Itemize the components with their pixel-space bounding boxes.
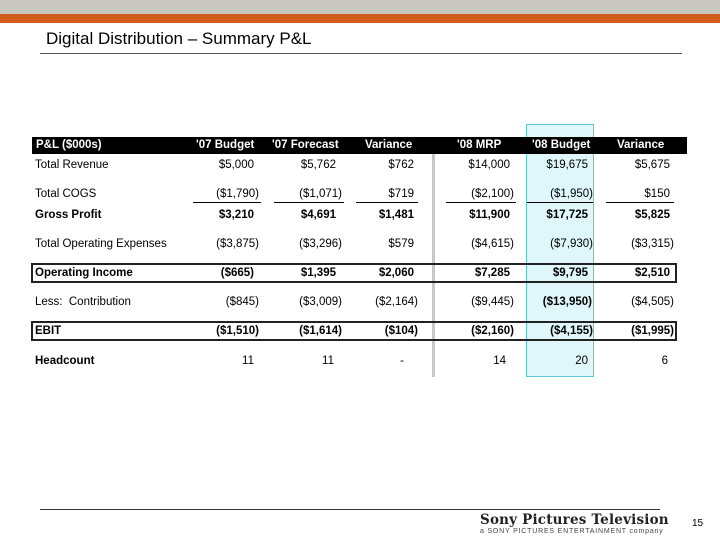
header-07-forecast: '07 Forecast	[272, 139, 339, 151]
table-cell: ($3,009)	[299, 296, 342, 308]
row-label-total-cogs: Total COGS	[35, 188, 97, 200]
subtotal-rule	[193, 202, 261, 203]
row-label-ebit: EBIT	[35, 325, 62, 337]
row-label-operating-income: Operating Income	[35, 267, 133, 279]
table-cell: $5,675	[634, 159, 670, 171]
header-pl: P&L ($000s)	[36, 139, 102, 151]
subtotal-rule	[274, 202, 344, 203]
table-cell: ($1,790)	[216, 188, 259, 200]
table-cell: ($7,930)	[550, 238, 593, 250]
table-cell: $3,210	[218, 209, 254, 221]
table-cell: ($4,615)	[471, 238, 514, 250]
table-cell: ($3,875)	[216, 238, 259, 250]
page-title: Digital Distribution – Summary P&L	[46, 29, 312, 48]
budget-08-highlight	[526, 124, 594, 377]
header-variance-07: Variance	[365, 139, 413, 151]
table-cell: 6	[661, 355, 668, 367]
table-cell: $2,060	[378, 267, 414, 279]
row-label-less-contribution: Less: Contribution	[35, 296, 131, 308]
subtotal-rule	[527, 202, 593, 203]
table-cell: ($1,950)	[550, 188, 593, 200]
table-cell: $2,510	[634, 267, 670, 279]
table-cell: ($665)	[220, 267, 254, 279]
table-cell: ($1,071)	[299, 188, 342, 200]
subtotal-rule	[606, 202, 674, 203]
top-gray-band	[0, 0, 720, 14]
row-label-total-revenue: Total Revenue	[35, 159, 109, 171]
header-07-budget: '07 Budget	[196, 139, 255, 151]
table-cell: $17,725	[546, 209, 588, 221]
brand-tagline: a SONY PICTURES ENTERTAINMENT company	[480, 528, 664, 535]
page-number: 15	[692, 518, 704, 529]
table-cell: ($104)	[384, 325, 418, 337]
table-cell: $5,762	[300, 159, 336, 171]
table-cell: $4,691	[300, 209, 336, 221]
table-cell: $579	[388, 238, 414, 250]
table-cell: $7,285	[474, 267, 510, 279]
operating-income-box	[31, 263, 677, 283]
ebit-box	[31, 321, 677, 341]
table-cell: 20	[575, 355, 588, 367]
table-cell: $762	[388, 159, 414, 171]
table-cell: $1,481	[378, 209, 414, 221]
table-cell: $9,795	[552, 267, 588, 279]
table-cell: 14	[493, 355, 506, 367]
table-cell: ($1,510)	[216, 325, 259, 337]
title-underline	[40, 53, 682, 54]
table-cell: ($2,100)	[471, 188, 514, 200]
table-cell: ($3,296)	[299, 238, 342, 250]
row-label-headcount: Headcount	[35, 355, 95, 367]
footer-rule	[40, 509, 660, 510]
table-cell: 11	[322, 355, 334, 367]
table-cell: $1,395	[300, 267, 336, 279]
table-cell: $5,825	[634, 209, 670, 221]
table-cell: ($3,315)	[631, 238, 674, 250]
row-label-total-operating-expenses: Total Operating Expenses	[35, 238, 167, 250]
table-cell: ($845)	[225, 296, 259, 308]
header-08-budget: '08 Budget	[532, 139, 591, 151]
table-cell: $150	[644, 188, 670, 200]
subtotal-rule	[356, 202, 418, 203]
table-cell: $5,000	[218, 159, 254, 171]
table-cell: ($4,505)	[631, 296, 674, 308]
table-cell: ($9,445)	[471, 296, 514, 308]
table-cell: $11,900	[469, 209, 510, 221]
table-cell: ($13,950)	[542, 296, 592, 308]
table-cell: ($1,614)	[299, 325, 342, 337]
brand-logo: Sony Pictures Television	[480, 512, 669, 528]
table-header-bar	[32, 137, 687, 154]
row-label-gross-profit: Gross Profit	[35, 209, 102, 221]
header-variance-08: Variance	[617, 139, 665, 151]
table-cell: ($4,155)	[550, 325, 593, 337]
table-cell: 11	[242, 355, 254, 367]
table-cell: $719	[388, 188, 414, 200]
table-cell: ($2,160)	[471, 325, 514, 337]
column-divider	[432, 140, 435, 377]
table-cell: $14,000	[468, 159, 510, 171]
subtotal-rule	[446, 202, 516, 203]
table-cell: ($1,995)	[631, 325, 674, 337]
table-cell: $19,675	[546, 159, 588, 171]
table-cell: -	[400, 355, 404, 367]
table-cell: ($2,164)	[375, 296, 418, 308]
top-orange-band	[0, 14, 720, 23]
header-08-mrp: '08 MRP	[457, 139, 502, 151]
